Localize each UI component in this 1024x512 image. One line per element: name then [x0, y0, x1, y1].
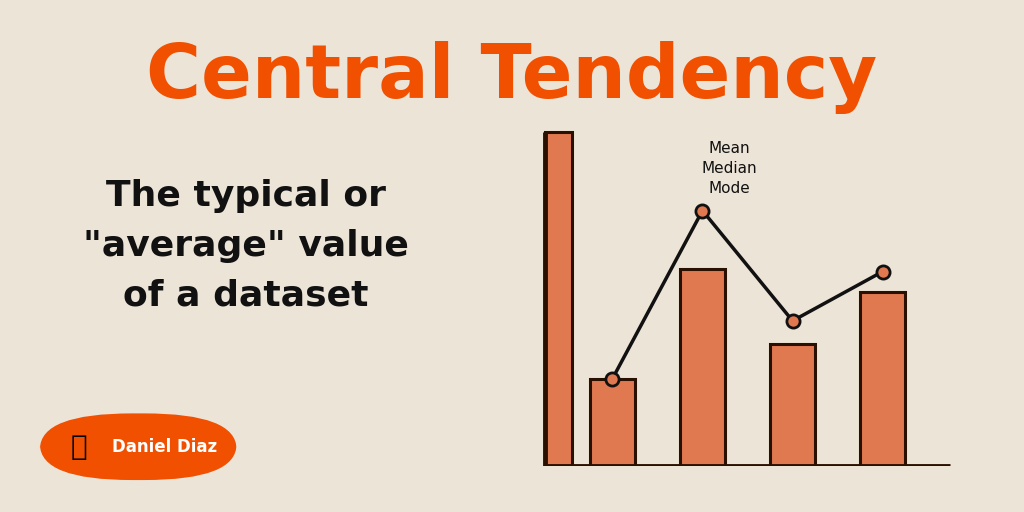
FancyBboxPatch shape	[40, 413, 237, 480]
Text: Central Tendency: Central Tendency	[146, 41, 878, 114]
Point	[694, 206, 711, 215]
Bar	[860, 292, 905, 466]
Bar	[590, 379, 635, 466]
Text: Daniel Diaz: Daniel Diaz	[113, 438, 217, 456]
Text: The typical or
"average" value
of a dataset: The typical or "average" value of a data…	[83, 179, 409, 313]
Bar	[770, 344, 815, 466]
Point	[784, 317, 801, 325]
Bar	[545, 132, 571, 466]
Bar	[680, 269, 725, 466]
Text: Mean
Median
Mode: Mean Median Mode	[701, 141, 758, 196]
Text: 🤓: 🤓	[71, 433, 87, 461]
Point	[604, 375, 621, 383]
Point	[874, 267, 891, 275]
